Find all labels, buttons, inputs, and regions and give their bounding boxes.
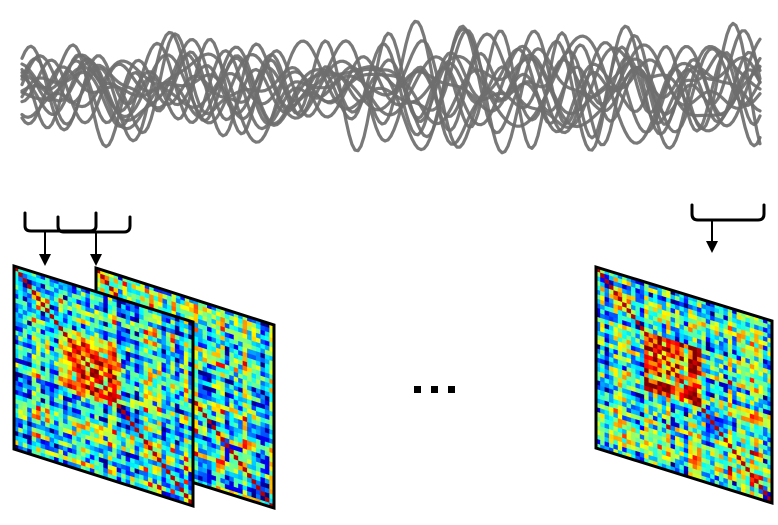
signal-trace (20, 45, 762, 133)
connectivity-matrix-1 (12, 263, 195, 509)
signal-trace (20, 21, 762, 153)
arrow-to-matrix-1 (39, 232, 51, 266)
signal-trace (20, 43, 762, 129)
ellipsis-more-windows (414, 386, 455, 393)
signal-trace (20, 19, 762, 146)
connectivity-matrix-last (594, 264, 774, 506)
multichannel-time-series (20, 19, 762, 155)
window-bracket-2 (56, 215, 132, 234)
window-bracket-last (690, 203, 766, 222)
signal-trace (20, 24, 762, 147)
arrow-to-matrix-2 (90, 232, 102, 266)
arrow-to-matrix-last (706, 221, 718, 253)
signal-trace (20, 24, 762, 152)
window-bracket-1 (23, 211, 98, 233)
